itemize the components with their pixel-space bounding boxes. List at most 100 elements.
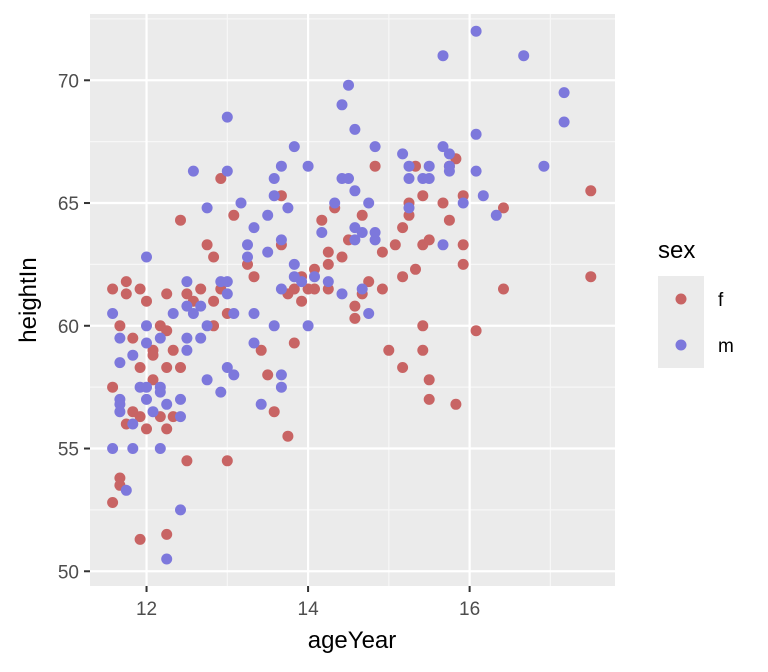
data-point-f (397, 362, 409, 373)
data-point-m (309, 271, 320, 283)
data-point-f (457, 258, 469, 270)
data-point-f (120, 276, 132, 288)
data-point-f (134, 362, 146, 373)
data-point-f (316, 214, 328, 226)
data-point-m (343, 79, 354, 91)
data-point-f (585, 271, 597, 283)
data-point-f (215, 173, 227, 184)
y-axis-title: heightIn (15, 257, 42, 342)
data-point-f (147, 374, 159, 386)
data-point-m (114, 332, 126, 344)
data-point-f (397, 222, 409, 234)
data-point-m (154, 386, 166, 398)
data-point-m (558, 116, 570, 128)
data-point-f (107, 381, 119, 393)
data-point-f (161, 423, 173, 435)
data-point-m (175, 504, 186, 516)
data-point-f (288, 283, 300, 295)
data-point-f (134, 533, 146, 545)
data-point-f (141, 295, 152, 307)
data-point-f (296, 295, 308, 307)
data-point-m (275, 234, 287, 246)
data-point-m (141, 393, 152, 405)
data-point-m (242, 251, 253, 263)
data-point-m (397, 148, 409, 160)
data-point-m (221, 288, 233, 300)
legend-marker-f (675, 293, 687, 305)
data-point-f (268, 406, 280, 418)
data-point-f (349, 312, 361, 324)
y-tick-label: 70 (58, 71, 79, 92)
data-point-m (369, 141, 381, 153)
x-axis-title: ageYear (308, 627, 397, 654)
data-point-m (228, 308, 240, 319)
data-point-m (175, 393, 186, 405)
data-point-m (187, 165, 199, 177)
data-point-f (470, 325, 482, 337)
data-point-m (201, 202, 213, 214)
data-point-m (221, 111, 233, 123)
data-point-f (127, 332, 139, 344)
data-point-f (181, 288, 193, 300)
data-point-m (322, 276, 334, 288)
data-point-m (437, 141, 449, 153)
data-point-m (470, 128, 482, 140)
data-point-m (275, 283, 287, 295)
data-point-m (349, 185, 361, 197)
data-point-m (329, 197, 341, 209)
data-point-f (195, 283, 207, 295)
data-point-m (228, 369, 240, 381)
data-point-m (221, 165, 233, 177)
data-point-m (275, 160, 287, 172)
data-point-f (417, 320, 429, 332)
data-point-m (242, 239, 253, 251)
data-point-m (275, 381, 287, 393)
data-point-m (262, 209, 274, 221)
data-point-m (141, 337, 152, 349)
data-point-m (316, 227, 328, 238)
data-point-m (349, 123, 361, 135)
data-point-f (498, 202, 509, 214)
data-point-f (120, 288, 132, 300)
data-point-f (423, 374, 435, 386)
data-point-f (423, 393, 435, 405)
data-point-m (268, 173, 280, 184)
data-point-m (181, 300, 193, 312)
data-point-m (268, 190, 280, 202)
data-point-m (518, 50, 530, 62)
data-point-m (302, 160, 314, 172)
data-point-f (498, 283, 509, 295)
data-point-m (221, 362, 233, 373)
data-point-m (181, 276, 193, 288)
data-point-m (255, 398, 267, 410)
data-point-m (248, 337, 260, 349)
data-point-m (141, 251, 152, 263)
data-point-f (356, 209, 368, 221)
data-point-f (322, 246, 334, 258)
data-point-m (288, 141, 300, 153)
data-point-m (235, 197, 247, 209)
data-point-f (417, 344, 429, 356)
data-point-f (443, 214, 455, 226)
data-point-m (356, 283, 368, 295)
x-tick-label: 12 (136, 599, 157, 620)
data-point-f (134, 411, 146, 423)
panel-background (90, 14, 615, 586)
data-point-m (215, 386, 227, 398)
data-point-f (161, 528, 173, 540)
data-point-m (175, 411, 186, 423)
data-point-m (296, 276, 308, 288)
data-point-m (114, 406, 126, 418)
data-point-m (201, 320, 213, 332)
data-point-m (161, 553, 173, 565)
data-point-m (437, 50, 449, 62)
data-point-m (141, 320, 152, 332)
data-point-m (127, 443, 139, 454)
legend-label-f: f (718, 290, 724, 311)
data-point-f (288, 337, 300, 349)
data-point-m (443, 160, 455, 172)
legend: sex f m (658, 237, 734, 368)
data-point-f (248, 271, 260, 283)
grid-lines (90, 14, 615, 586)
data-point-f (389, 239, 401, 251)
